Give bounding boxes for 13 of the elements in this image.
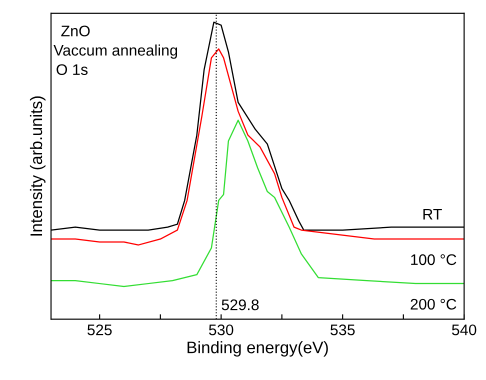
x-axis-title: Binding energy(eV) bbox=[188, 341, 328, 357]
annotation: Vaccum annealing bbox=[54, 44, 178, 59]
ref-line-label: 529.8 bbox=[222, 299, 259, 310]
x-tick-label: 530 bbox=[208, 324, 234, 336]
series-label: 100 °C bbox=[411, 254, 456, 266]
series-label: RT bbox=[423, 208, 442, 220]
annotation: O 1s bbox=[56, 64, 88, 76]
x-tick-label: 535 bbox=[330, 324, 355, 336]
y-axis-title: Intensity (arb.units) bbox=[30, 96, 46, 236]
x-tick-label: 540 bbox=[452, 324, 476, 336]
annotation: ZnO bbox=[61, 26, 90, 36]
series-label: 200 °C bbox=[410, 298, 456, 310]
x-tick-label: 525 bbox=[87, 324, 112, 336]
